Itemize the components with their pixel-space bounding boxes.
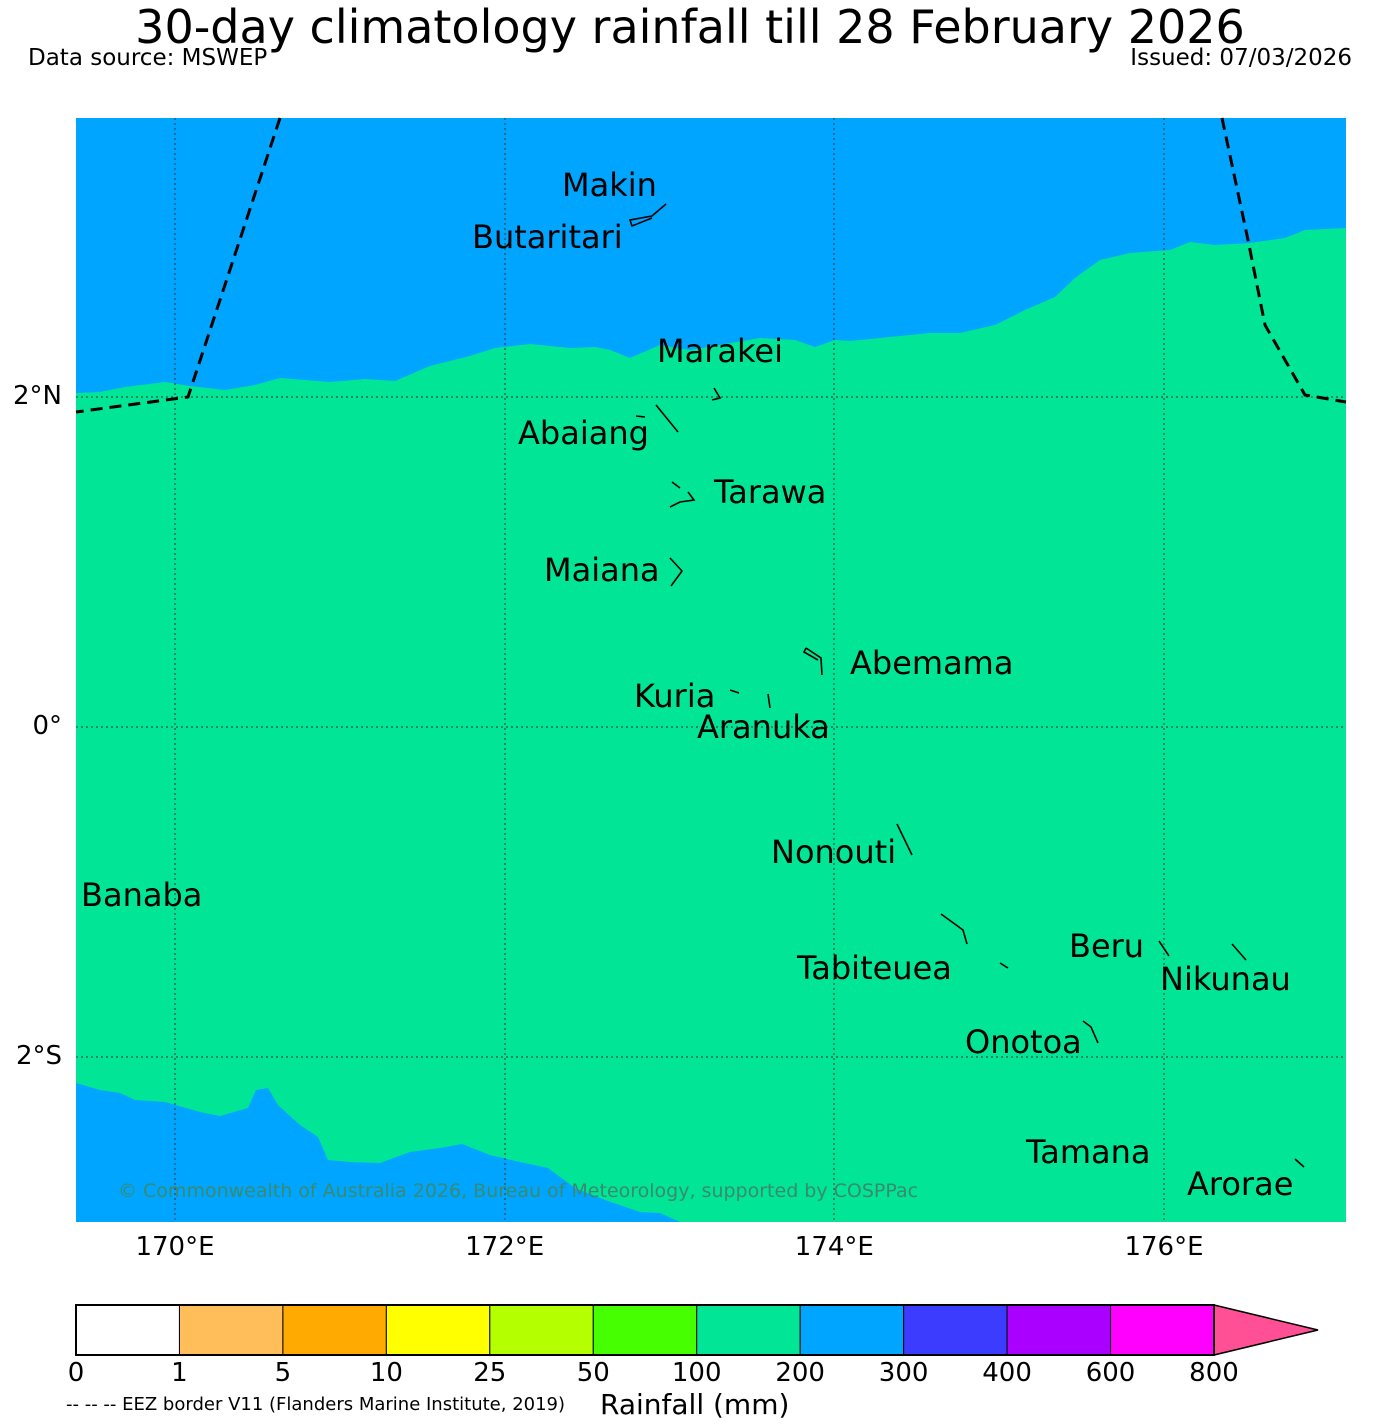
colorbar-tick: 200 (775, 1358, 825, 1388)
colorbar-bin (592, 1304, 698, 1356)
colorbar-tick: 600 (1085, 1358, 1136, 1388)
rain-200-300-south-region (76, 1083, 680, 1222)
lon-label: 170°E (135, 1232, 215, 1262)
colorbar-swatches (75, 1304, 1215, 1356)
colorbar-bin (799, 1304, 905, 1356)
map-area (75, 117, 1347, 1222)
colorbar-bin (696, 1304, 801, 1356)
island-label-tabiteuea: Tabiteuea (797, 949, 952, 987)
colorbar-tick: 50 (576, 1358, 610, 1388)
colorbar-tick: 25 (473, 1358, 507, 1388)
island-label-tarawa: Tarawa (714, 473, 827, 511)
lat-label: 0° (32, 711, 62, 741)
colorbar-tick: 1 (171, 1358, 188, 1388)
island-label-abaiang: Abaiang (518, 414, 649, 452)
island-label-nikunau: Nikunau (1160, 960, 1291, 998)
colorbar-tick: 10 (369, 1358, 403, 1388)
island-label-kuria: Kuria (634, 677, 716, 715)
colorbar-label: Rainfall (mm) (600, 1388, 790, 1421)
colorbar-tick: 400 (982, 1358, 1032, 1388)
lat-label: 2°N (13, 381, 62, 411)
graticule (76, 118, 1346, 1222)
colorbar-bin (282, 1304, 387, 1356)
lon-label: 176°E (1124, 1232, 1204, 1262)
island-label-aranuka: Aranuka (697, 708, 830, 746)
colorbar-bin (489, 1304, 594, 1356)
island-label-maiana: Maiana (544, 551, 660, 589)
island-label-abemama: Abemama (850, 644, 1014, 682)
map-title: 30-day climatology rainfall till 28 Febr… (135, 0, 1245, 54)
colorbar-tick: 300 (878, 1358, 929, 1388)
lon-label: 172°E (465, 1232, 545, 1262)
issued-date-label: Issued: 07/03/2026 (1130, 45, 1352, 71)
island-label-banaba: Banaba (81, 876, 203, 914)
eez-border (75, 117, 1347, 414)
eez-border-footnote: -- -- -- EEZ border V11 (Flanders Marine… (66, 1394, 566, 1415)
island-label-onotoa: Onotoa (965, 1023, 1082, 1061)
colorbar-tick: 800 (1189, 1358, 1239, 1388)
colorbar-bin (178, 1304, 284, 1356)
island-label-tamana: Tamana (1026, 1133, 1151, 1171)
colorbar (75, 1304, 1319, 1356)
colorbar-extend-arrow (1213, 1304, 1319, 1356)
island-label-makin: Makin (562, 166, 657, 204)
island-label-arorae: Arorae (1187, 1165, 1294, 1203)
colorbar-frame (75, 1304, 1215, 1356)
lat-label: 2°S (15, 1041, 62, 1071)
island-label-nonouti: Nonouti (771, 833, 897, 871)
island-label-beru: Beru (1069, 927, 1145, 965)
island-label-marakei: Marakei (657, 332, 783, 370)
copyright-notice: © Commonwealth of Australia 2026, Bureau… (118, 1180, 919, 1202)
colorbar-bin (75, 1304, 180, 1356)
rain-200-300-north-region (76, 118, 1346, 393)
colorbar-bin (903, 1304, 1008, 1356)
data-source-label: Data source: MSWEP (28, 45, 268, 71)
colorbar-tick: 0 (67, 1358, 85, 1388)
colorbar-bin (1006, 1304, 1112, 1356)
lon-label: 174°E (794, 1232, 874, 1262)
colorbar-tick: 100 (671, 1358, 722, 1388)
colorbar-tick: 5 (274, 1358, 292, 1388)
colorbar-bin (1110, 1304, 1215, 1356)
island-label-butaritari: Butaritari (472, 218, 623, 256)
colorbar-bin (385, 1304, 491, 1356)
island-outlines (628, 203, 1305, 1168)
